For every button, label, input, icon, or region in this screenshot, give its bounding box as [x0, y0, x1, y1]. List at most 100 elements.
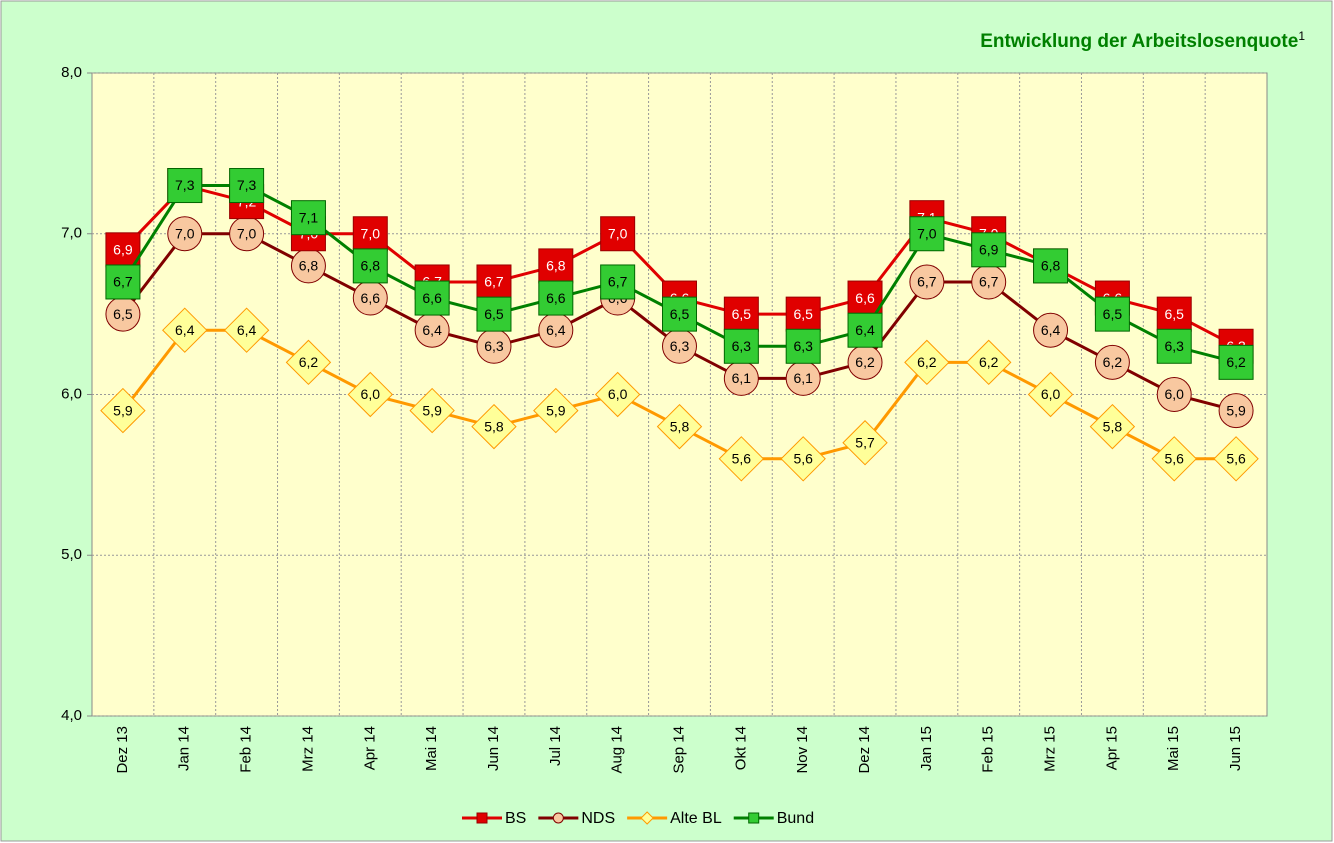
data-label: 6,8: [299, 258, 319, 274]
x-tick-label: Feb 14: [238, 726, 255, 773]
data-label: 5,9: [1226, 402, 1246, 418]
marker: [656, 403, 703, 450]
marker: [718, 436, 765, 482]
marker: [223, 307, 270, 353]
legend-entry: Alte BL: [627, 810, 722, 827]
data-label: 6,5: [670, 306, 690, 322]
x-tick-label: Jun 15: [1227, 726, 1244, 771]
marker: [476, 296, 512, 332]
data-label: 6,2: [1103, 354, 1123, 370]
title-text: Entwicklung der Arbeitslosenquote: [980, 31, 1298, 52]
data-label: 6,7: [484, 274, 504, 290]
data-label: 7,1: [299, 209, 319, 225]
marker: [1033, 248, 1069, 284]
marker: [476, 812, 488, 824]
x-tick-label: Sep 14: [670, 726, 687, 774]
series: 5,9 6,4 6,4 6,2 6,0 5,9 5,8 5,9 6,0 5,8 5,6 5,6 5,7 6…: [100, 307, 1259, 482]
data-label: 6,7: [917, 274, 937, 290]
y-tick-label: 5,0: [61, 546, 82, 563]
marker: [352, 248, 388, 284]
marker: [409, 387, 455, 434]
marker: [538, 248, 574, 284]
marker: [105, 264, 141, 300]
data-label: 6,8: [1041, 258, 1061, 274]
x-tick-label: Jul 14: [547, 726, 564, 766]
data-label: 5,9: [546, 402, 566, 418]
marker: [785, 328, 821, 364]
data-label: 7,3: [175, 177, 195, 193]
marker: [533, 387, 579, 434]
marker: [347, 371, 393, 418]
data-label: 6,1: [732, 370, 752, 386]
data-label: 6,6: [546, 290, 566, 306]
x-tick-label: Mai 14: [423, 726, 440, 771]
data-label: 5,7: [855, 434, 875, 450]
marker: [414, 280, 450, 316]
data-label: 7,0: [237, 225, 257, 241]
x-tick-label: Mrz 15: [1042, 726, 1059, 772]
marker: [100, 387, 146, 434]
data-label: 6,4: [1041, 322, 1061, 338]
data-label: 7,0: [917, 225, 937, 241]
marker: [842, 420, 888, 466]
data-label: 6,0: [1041, 386, 1061, 402]
marker: [1213, 436, 1259, 482]
marker: [748, 812, 760, 824]
x-tick-label: Mrz 14: [299, 726, 316, 772]
marker: [1156, 377, 1192, 412]
data-label: 7,0: [175, 225, 195, 241]
marker: [476, 264, 512, 300]
marker: [971, 232, 1007, 268]
title-note: 1: [1298, 29, 1305, 43]
marker: [966, 339, 1012, 386]
marker: [1151, 436, 1197, 482]
data-label: 6,4: [175, 322, 195, 338]
legend-label: NDS: [581, 810, 615, 827]
marker: [162, 307, 208, 353]
marker: [1033, 312, 1069, 348]
marker: [229, 168, 265, 204]
data-label: 7,3: [237, 177, 257, 193]
marker: [723, 328, 759, 364]
data-label: 6,3: [1165, 338, 1185, 354]
x-tick-label: Jan 15: [918, 726, 935, 771]
data-label: 6,6: [855, 290, 875, 306]
x-tick-label: Apr 15: [1103, 726, 1120, 770]
data-label: 6,4: [237, 322, 257, 338]
data-label: 7,0: [608, 225, 628, 241]
marker: [909, 216, 945, 252]
y-tick-label: 4,0: [61, 707, 82, 724]
x-tick-label: Dez 14: [856, 726, 873, 774]
marker: [167, 216, 203, 252]
data-label: 5,9: [422, 402, 442, 418]
legend-entry: BS: [462, 810, 526, 827]
marker: [600, 216, 636, 252]
data-label: 5,6: [1226, 451, 1246, 467]
data-label: 6,0: [361, 386, 381, 402]
x-tick-label: Aug 14: [609, 726, 626, 774]
data-label: 6,5: [1103, 306, 1123, 322]
data-label: 6,7: [113, 274, 133, 290]
data-label: 6,9: [113, 242, 133, 258]
data-label: 6,7: [979, 274, 999, 290]
marker: [1094, 344, 1130, 380]
data-label: 6,3: [793, 338, 813, 354]
data-label: 6,5: [732, 306, 752, 322]
data-label: 6,3: [484, 338, 504, 354]
series: 6,7 7,3 7,3 7,1 6,8 6,6 6,5 6,6 6,7 6,5 6,3 6,3 6,4 7…: [105, 168, 1254, 380]
marker: [290, 200, 326, 236]
data-label: 6,3: [732, 338, 752, 354]
marker: [1218, 344, 1254, 380]
x-tick-label: Jun 14: [485, 726, 502, 771]
data-label: 6,4: [546, 322, 566, 338]
data-label: 6,6: [422, 290, 442, 306]
data-label: 7,0: [361, 225, 381, 241]
marker: [471, 403, 517, 450]
x-tick-label: Dez 13: [114, 726, 131, 774]
x-tick-label: Mai 15: [1165, 726, 1182, 771]
marker: [600, 264, 636, 300]
data-label: 5,6: [793, 451, 813, 467]
data-label: 6,2: [299, 354, 319, 370]
marker: [640, 811, 654, 825]
